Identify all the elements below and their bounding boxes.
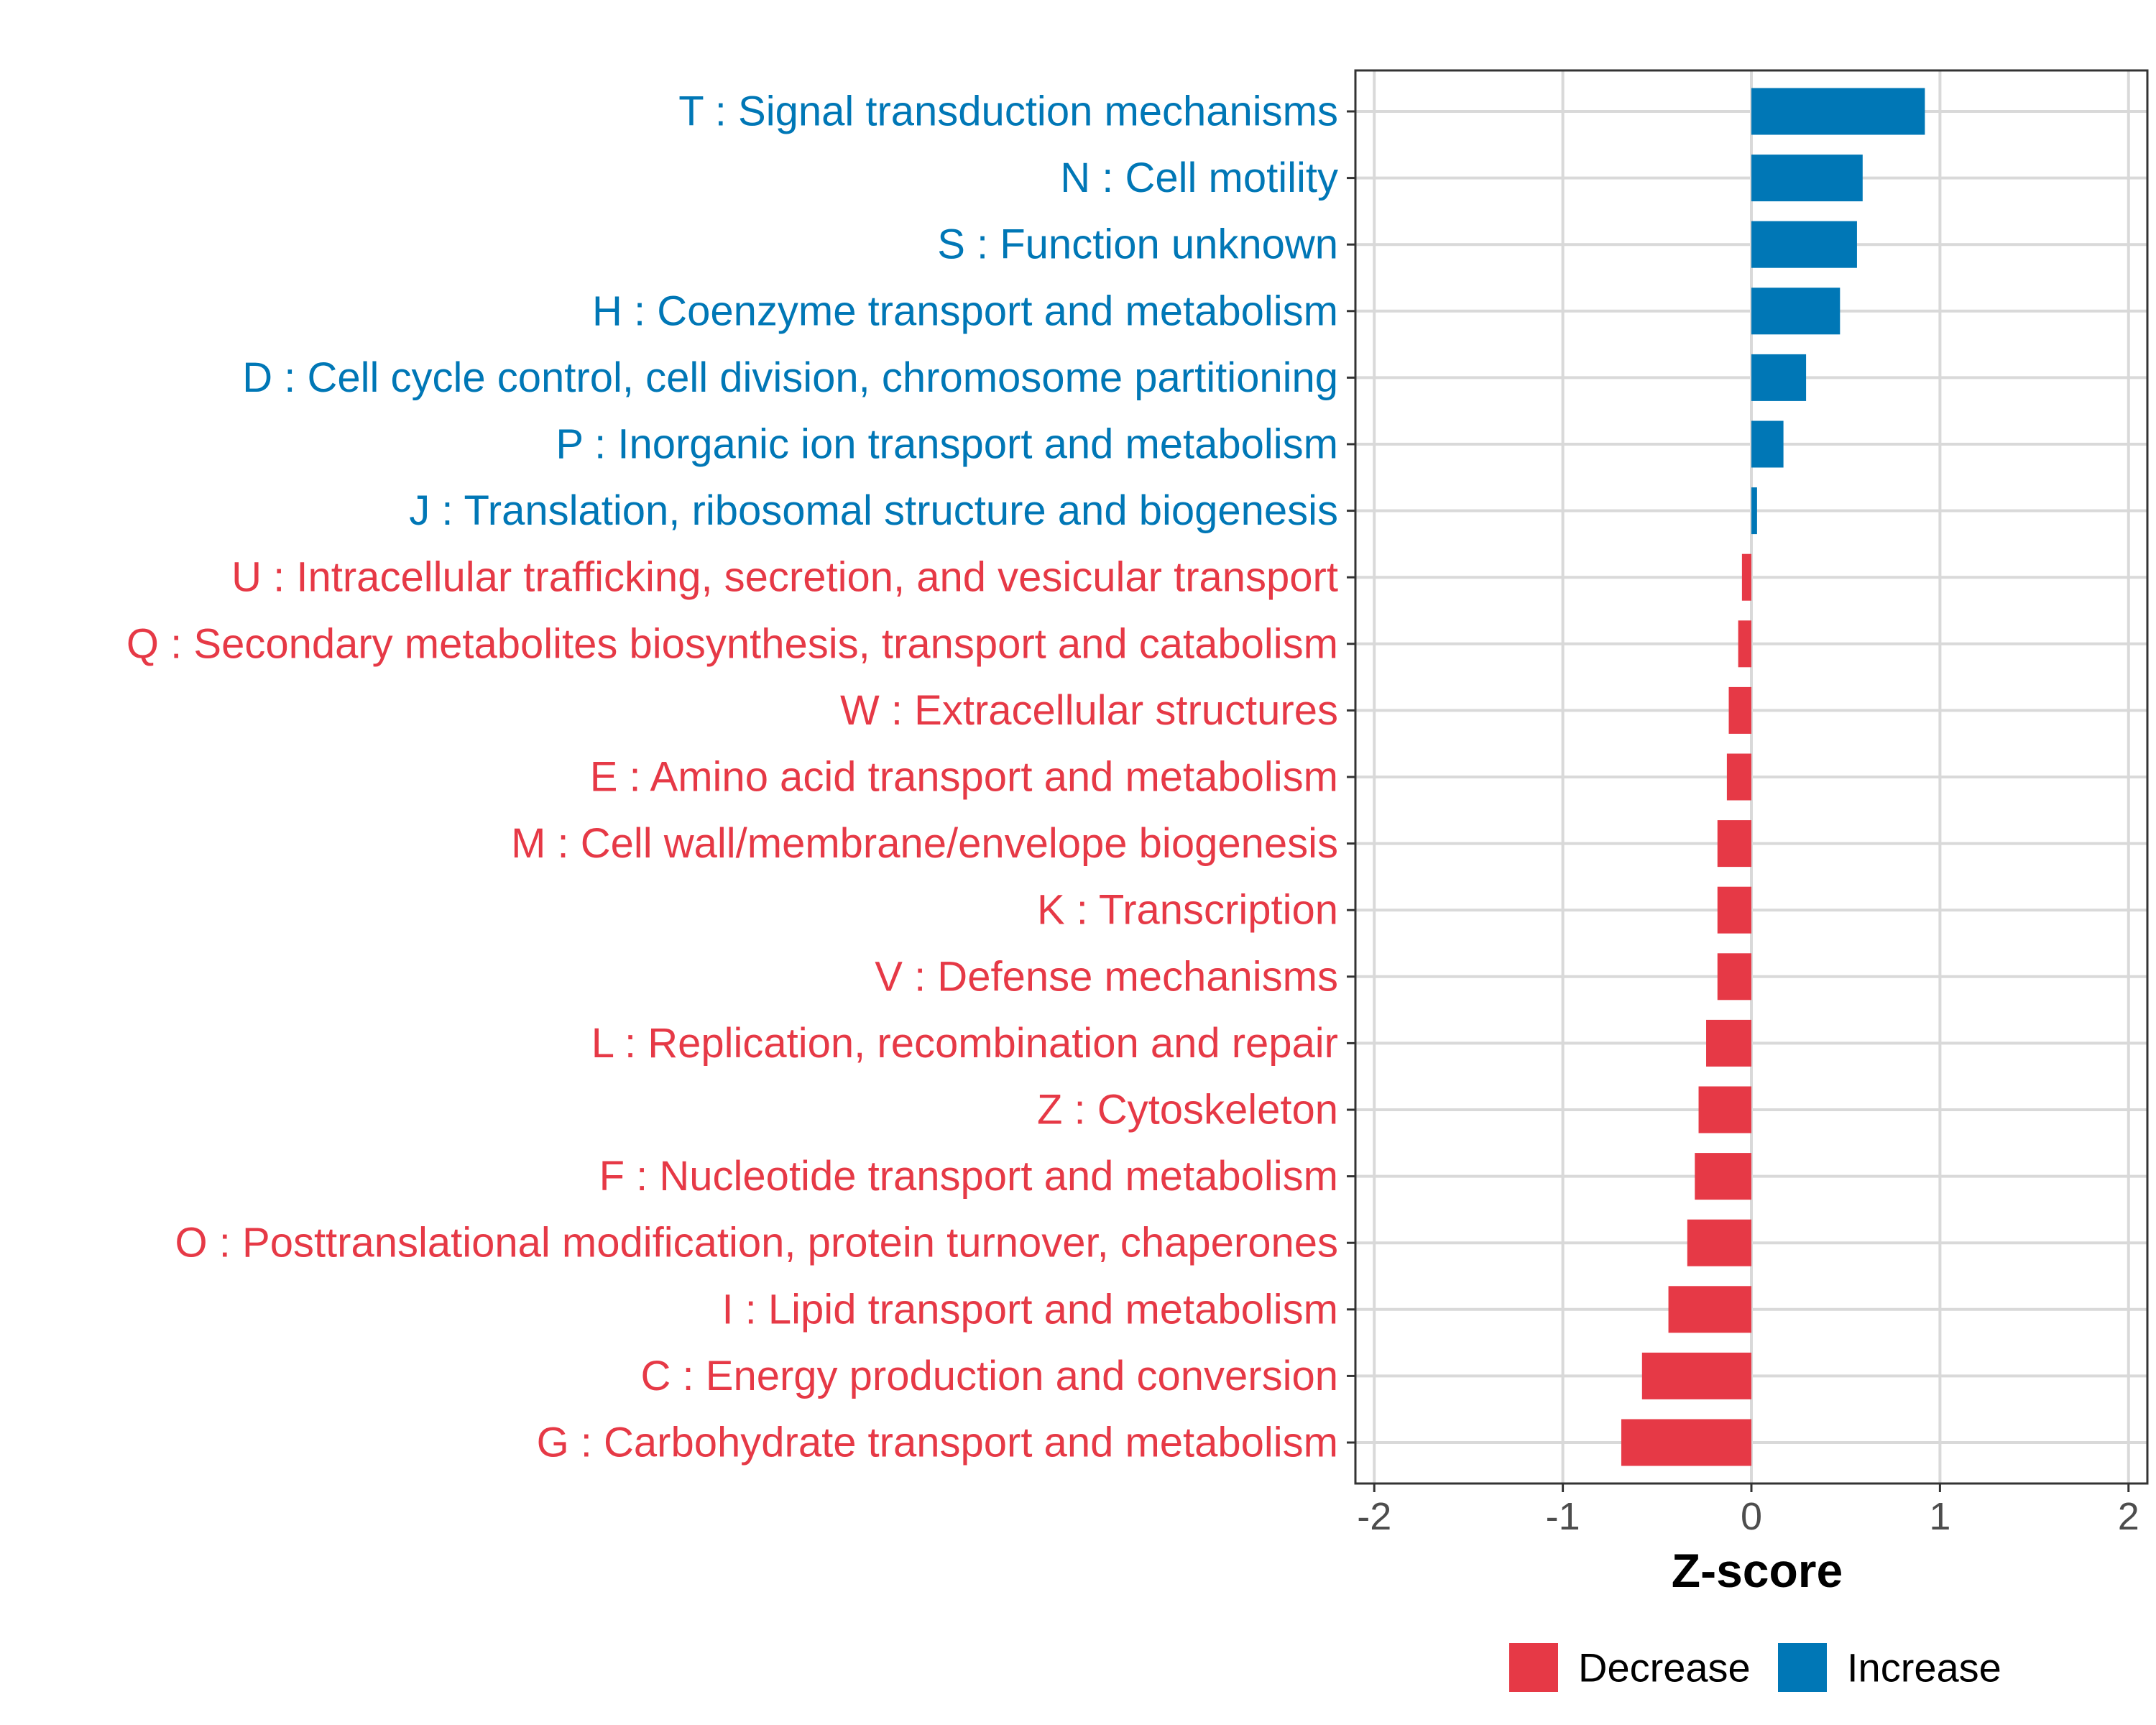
bar xyxy=(1698,1086,1751,1133)
bar xyxy=(1751,420,1784,468)
category-label: O : Posttranslational modification, prot… xyxy=(175,1220,1338,1266)
bar xyxy=(1706,1019,1751,1067)
bar xyxy=(1751,88,1925,135)
category-label: J : Translation, ribosomal structure and… xyxy=(409,487,1338,534)
category-label: S : Function unknown xyxy=(937,221,1338,268)
legend-label: Increase xyxy=(1847,1645,2001,1690)
category-label: E : Amino acid transport and metabolism xyxy=(590,754,1338,801)
x-axis-title: Z-score xyxy=(1672,1544,1843,1597)
bar xyxy=(1741,553,1751,601)
category-label: T : Signal transduction mechanisms xyxy=(678,88,1338,135)
bar xyxy=(1751,221,1857,268)
x-tick-label: 1 xyxy=(1929,1495,1950,1538)
category-label: K : Transcription xyxy=(1037,887,1338,934)
x-tick-label: -1 xyxy=(1546,1495,1580,1538)
x-tick-label: 0 xyxy=(1741,1495,1762,1538)
category-label: C : Energy production and conversion xyxy=(641,1353,1338,1399)
bar xyxy=(1687,1219,1751,1266)
category-label: M : Cell wall/membrane/envelope biogenes… xyxy=(511,820,1338,867)
category-label: W : Extracellular structures xyxy=(840,687,1338,734)
bar xyxy=(1751,155,1863,202)
category-label: V : Defense mechanisms xyxy=(875,953,1338,1000)
category-label: D : Cell cycle control, cell division, c… xyxy=(242,354,1338,401)
category-label: U : Intracellular trafficking, secretion… xyxy=(231,554,1338,601)
bar xyxy=(1668,1286,1751,1333)
category-label: H : Coenzyme transport and metabolism xyxy=(592,288,1338,334)
bar xyxy=(1641,1352,1751,1399)
category-label: Z : Cytoskeleton xyxy=(1037,1087,1338,1133)
category-label: N : Cell motility xyxy=(1060,155,1338,201)
bar xyxy=(1726,753,1751,801)
category-label: L : Replication, recombination and repai… xyxy=(591,1020,1338,1067)
bar xyxy=(1728,686,1751,734)
bar xyxy=(1621,1419,1751,1466)
bar xyxy=(1717,953,1751,1000)
x-tick-label: -2 xyxy=(1357,1495,1391,1538)
bar xyxy=(1717,820,1751,868)
bar xyxy=(1751,487,1757,535)
category-label: I : Lipid transport and metabolism xyxy=(722,1286,1338,1333)
legend-swatch xyxy=(1509,1643,1558,1692)
category-label: G : Carbohydrate transport and metabolis… xyxy=(537,1420,1338,1466)
bar xyxy=(1717,886,1751,934)
legend-label: Decrease xyxy=(1578,1645,1751,1690)
bar xyxy=(1751,354,1807,401)
category-label: F : Nucleotide transport and metabolism xyxy=(599,1153,1338,1200)
x-tick-label: 2 xyxy=(2118,1495,2139,1538)
category-label: P : Inorganic ion transport and metaboli… xyxy=(556,421,1338,468)
category-label: Q : Secondary metabolites biosynthesis, … xyxy=(126,620,1338,667)
bar xyxy=(1695,1153,1751,1200)
bar xyxy=(1738,620,1751,668)
legend-swatch xyxy=(1778,1643,1827,1692)
bar xyxy=(1751,288,1841,335)
